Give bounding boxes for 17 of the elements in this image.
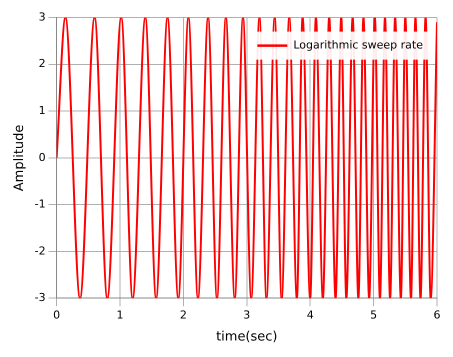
x-tick-label: 0 <box>53 308 60 322</box>
y-tick-label: -3 <box>34 291 46 304</box>
y-tick-label: 0 <box>38 150 46 164</box>
x-tick-label: 1 <box>116 308 124 322</box>
y-tick-label: 1 <box>38 104 46 117</box>
x-axis-title: time(sec) <box>216 330 278 345</box>
y-tick-label: -1 <box>34 198 46 211</box>
y-tick-label: 2 <box>38 57 46 70</box>
y-tick-label: 3 <box>38 10 46 24</box>
x-tick-label: 3 <box>243 308 250 322</box>
legend-label: Logarithmic sweep rate <box>293 38 424 52</box>
x-tick-label: 5 <box>370 308 378 322</box>
y-tick-label: -2 <box>34 244 46 258</box>
x-tick-label: 6 <box>434 308 440 322</box>
y-axis-title: Amplitude <box>12 124 28 192</box>
x-tick-label: 4 <box>306 308 314 322</box>
x-tick-label: 2 <box>180 308 187 322</box>
